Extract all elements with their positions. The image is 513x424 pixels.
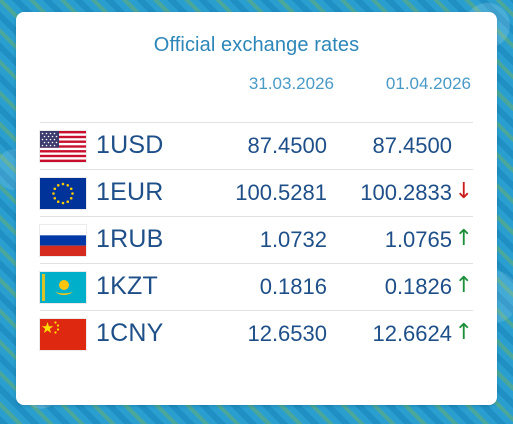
rate-value-1: 12.6530: [247, 321, 327, 346]
kazakhstan-flag-icon: [40, 272, 86, 303]
arrow-up-icon: ↑: [454, 273, 473, 298]
arrow-up-icon: ↑: [454, 226, 473, 251]
rate-value-1: 1.0732: [259, 227, 327, 252]
arrow-down-icon: ↓: [454, 179, 473, 204]
usa-flag-icon: [40, 131, 86, 162]
eu-flag-icon: [40, 178, 86, 209]
rate-value-1: 87.4500: [247, 133, 327, 158]
currency-code: 1USD: [96, 131, 164, 159]
date-column-2: 01.04.2026: [385, 74, 471, 93]
exchange-rates-card: Official exchange rates 31.03.2026 01.04…: [16, 12, 497, 405]
arrow-up-icon: ↑: [454, 320, 473, 345]
rates-table: 1USD 87.4500 87.4500: [40, 122, 473, 357]
rate-value-1: 100.5281: [235, 180, 327, 205]
rate-value-2: 100.2833: [360, 180, 452, 205]
rate-value-2: 12.6624: [372, 321, 452, 346]
rate-value-2: 0.1826: [384, 274, 452, 299]
rate-row-eur: 1EUR 100.5281 100.2833 ↓: [40, 169, 473, 216]
rate-value-1: 0.1816: [259, 274, 327, 299]
russia-flag-icon: [40, 225, 86, 256]
currency-code: 1RUB: [96, 225, 164, 253]
rate-row-rub: 1RUB 1.0732 1.0765 ↑: [40, 216, 473, 263]
rate-value-2: 87.4500: [372, 133, 452, 158]
rate-row-usd: 1USD 87.4500 87.4500: [40, 122, 473, 169]
date-column-1: 31.03.2026: [248, 74, 334, 93]
currency-code: 1KZT: [96, 272, 158, 300]
rate-row-kzt: 1KZT 0.1816 0.1826 ↑: [40, 263, 473, 310]
rate-value-2: 1.0765: [384, 227, 452, 252]
card-title: Official exchange rates: [153, 34, 360, 56]
rate-row-cny: 1CNY 12.6530 12.6624 ↑: [40, 310, 473, 357]
china-flag-icon: [40, 319, 86, 350]
currency-code: 1EUR: [96, 178, 164, 206]
currency-code: 1CNY: [96, 319, 164, 347]
